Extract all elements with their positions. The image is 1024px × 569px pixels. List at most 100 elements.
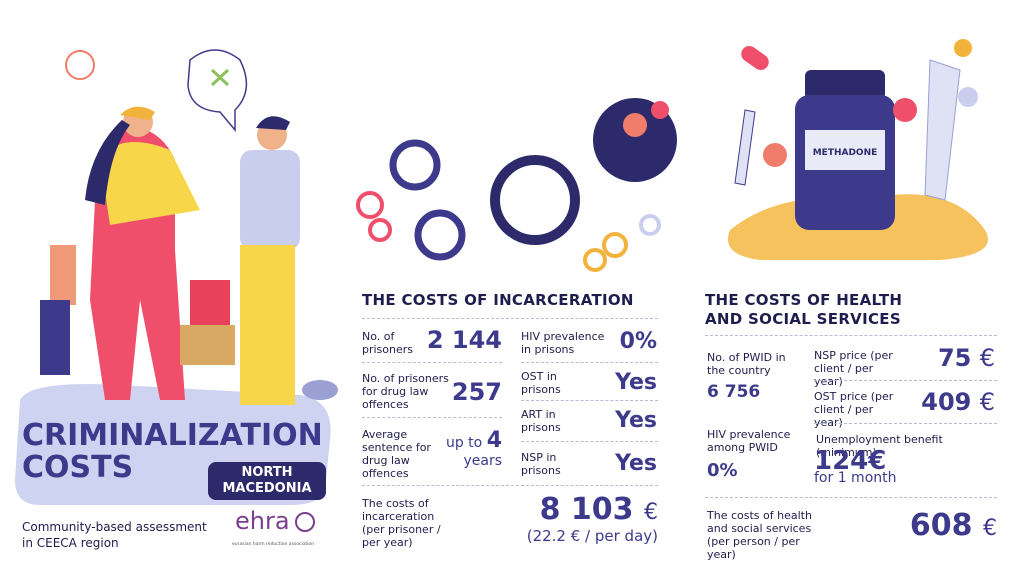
nsp-value: 75 € — [910, 344, 995, 372]
person2-shirt — [240, 150, 300, 250]
section-title: THE COSTS OF INCARCERATION — [362, 291, 634, 309]
label: OST price (per client / per year) — [814, 390, 894, 429]
label: No. of prisoners — [362, 330, 414, 356]
flower — [623, 113, 647, 137]
value: 2 144 — [426, 326, 502, 354]
value: 6 756 — [707, 382, 761, 402]
bottle-label-text: METHADONE — [813, 148, 878, 158]
separator — [362, 318, 658, 319]
title: CRIMINALIZATION COSTS — [22, 420, 323, 484]
value: 409 — [921, 388, 972, 416]
footer-text: Community-based assessment — [22, 520, 207, 534]
section-title: THE COSTS OF HEALTH AND SOCIAL SERVICES — [705, 291, 903, 328]
pill — [954, 39, 972, 57]
speech-bubble — [187, 49, 248, 133]
bottle-cap — [805, 70, 885, 100]
cuff-small — [602, 232, 628, 258]
pill — [958, 87, 978, 107]
ost-value: 409 € — [910, 388, 995, 416]
flower — [893, 98, 917, 122]
label: OST in prisons — [521, 370, 561, 396]
logo-sub: eurasian harm reduction association — [232, 542, 315, 547]
syringe — [734, 109, 756, 186]
label: Average sentence for drug law offences — [362, 428, 431, 480]
person2-pants — [240, 245, 295, 405]
separator — [362, 362, 502, 363]
leaf — [210, 68, 230, 87]
cuff — [414, 209, 466, 261]
country: NORTH — [241, 465, 293, 480]
unit: € — [979, 344, 995, 372]
unit: € — [644, 500, 658, 525]
value: Yes — [615, 451, 657, 476]
value: 608 — [909, 508, 973, 543]
bulb — [65, 50, 95, 80]
title-line: COSTS — [22, 450, 134, 485]
value: 75 — [937, 344, 972, 372]
country: MACEDONIA — [222, 481, 312, 496]
logo: ehra — [235, 507, 290, 535]
value: 8 103 — [539, 492, 634, 527]
separator — [362, 417, 502, 418]
cuff-small — [368, 218, 392, 242]
label: The costs of incarceration (per prisoner… — [362, 497, 441, 549]
separator — [814, 380, 997, 381]
label: No. of PWID in the country — [707, 351, 786, 377]
footer: Community-based assessment in CEECA regi… — [22, 519, 207, 551]
label: NSP in prisons — [521, 451, 561, 477]
cuff — [389, 139, 441, 191]
prefix: up to — [445, 435, 483, 451]
pill — [741, 45, 769, 71]
label: No. of prisoners for drug law offences — [362, 372, 449, 411]
note: for 1 month — [814, 470, 897, 486]
bottle-label — [805, 130, 885, 170]
label: The costs of health and social services … — [707, 509, 812, 561]
value: 0% — [707, 460, 738, 481]
separator — [362, 485, 658, 486]
value: Yes — [615, 408, 657, 433]
syringe — [924, 59, 961, 201]
value: Yes — [615, 370, 657, 395]
country-badge: NORTH MACEDONIA — [208, 462, 326, 500]
sentence-value: up to 4 years — [436, 428, 502, 469]
hair2 — [256, 116, 290, 130]
hair — [85, 120, 130, 205]
person3 — [50, 245, 76, 305]
flower — [651, 101, 669, 119]
person4 — [190, 280, 230, 330]
value: 0% — [619, 329, 657, 354]
pot — [302, 380, 338, 400]
person3-legs — [40, 300, 70, 375]
label: HIV prevalence among PWID — [707, 428, 791, 454]
person4-legs — [180, 325, 235, 365]
cuff-small — [639, 214, 661, 236]
note: (22.2 € / per day) — [526, 527, 658, 545]
separator — [521, 400, 658, 401]
value: 124€ — [814, 446, 887, 476]
separator — [814, 423, 997, 424]
label: ART in prisons — [521, 408, 561, 434]
total: 8 103 € — [480, 492, 658, 527]
health-total: 608 € — [870, 508, 997, 543]
label: NSP price (per client / per year) — [814, 349, 893, 388]
cuff-flower — [593, 98, 677, 182]
separator — [521, 362, 658, 363]
separator — [705, 335, 997, 336]
suffix: years — [463, 453, 502, 469]
cuff-small — [583, 248, 607, 272]
footer-text: in CEECA region — [22, 536, 119, 550]
value: 257 — [451, 378, 502, 406]
value: 4 — [486, 428, 502, 453]
cuff-small — [356, 191, 384, 219]
cuff — [490, 155, 580, 245]
separator — [705, 497, 997, 498]
label: HIV prevalence in prisons — [521, 330, 605, 356]
unit: € — [983, 516, 997, 541]
cap — [120, 106, 155, 120]
separator — [521, 441, 658, 442]
person-top — [100, 142, 200, 225]
title-line: CRIMINALIZATION — [22, 418, 323, 453]
label: Unemployment benefit (minimum) — [816, 433, 943, 459]
